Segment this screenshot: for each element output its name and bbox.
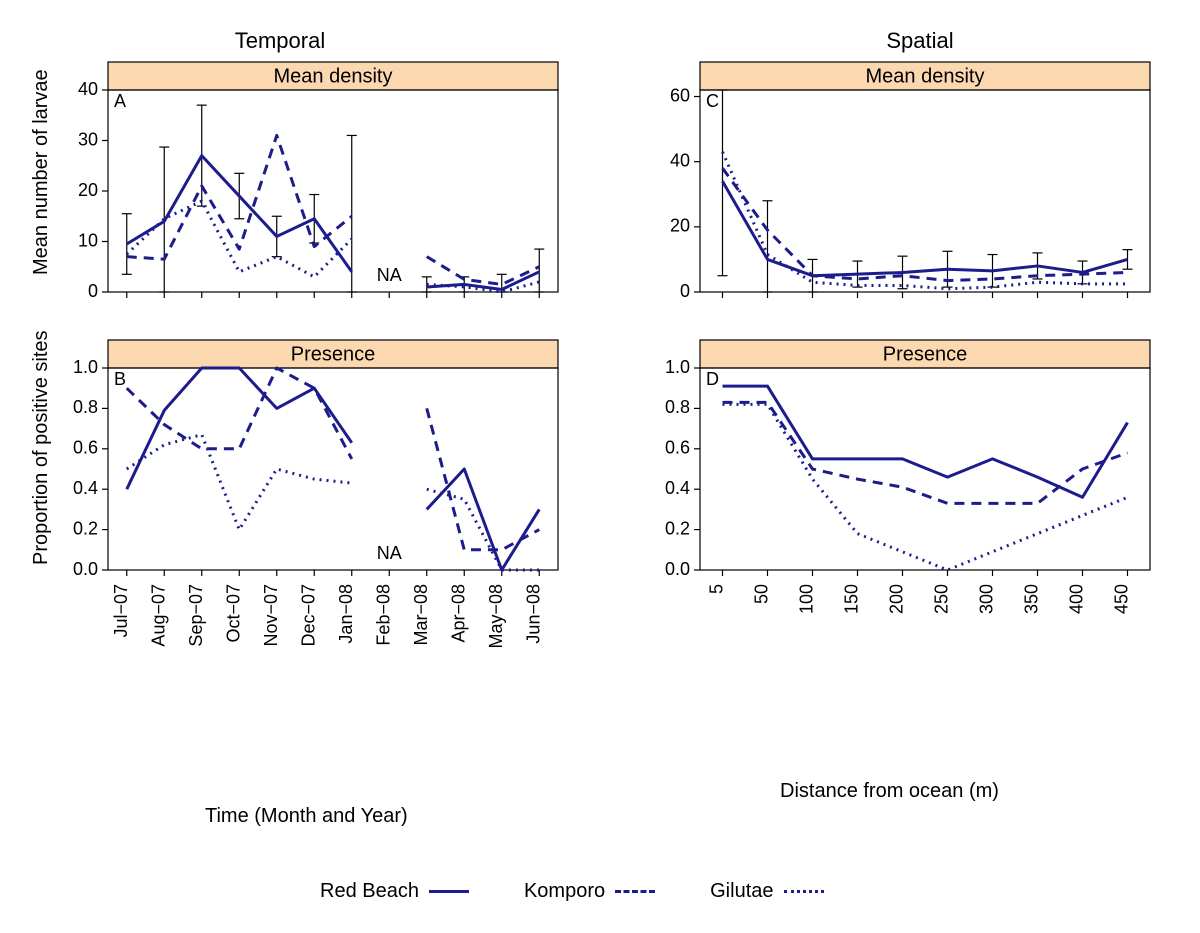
- svg-text:20: 20: [670, 216, 690, 236]
- svg-text:NA: NA: [377, 265, 402, 285]
- svg-text:0.8: 0.8: [73, 397, 98, 417]
- svg-text:0.0: 0.0: [73, 559, 98, 579]
- svg-text:Aug−07: Aug−07: [148, 584, 168, 647]
- svg-text:A: A: [114, 91, 126, 111]
- svg-text:60: 60: [670, 85, 690, 105]
- svg-text:1.0: 1.0: [665, 357, 690, 377]
- svg-text:150: 150: [842, 584, 862, 614]
- panel-D: Presence D 0.0 0.2 0.4 0.6 0.8 1.0 5 50 100 150 200 2…: [665, 340, 1150, 614]
- svg-text:40: 40: [670, 150, 690, 170]
- svg-text:200: 200: [887, 584, 907, 614]
- svg-text:Feb−08: Feb−08: [373, 584, 393, 646]
- svg-text:Jun−08: Jun−08: [523, 584, 543, 644]
- svg-text:May−08: May−08: [486, 584, 506, 649]
- svg-text:0.6: 0.6: [665, 438, 690, 458]
- svg-text:0.6: 0.6: [73, 438, 98, 458]
- svg-text:Jul−07: Jul−07: [111, 584, 131, 638]
- figure-root: Temporal Spatial Mean number of larvae P…: [0, 0, 1200, 933]
- svg-text:40: 40: [78, 79, 98, 99]
- svg-text:Nov−07: Nov−07: [261, 584, 281, 647]
- legend: Red Beach Komporo Gilutae: [320, 880, 824, 903]
- svg-text:1.0: 1.0: [73, 357, 98, 377]
- svg-text:D: D: [706, 369, 719, 389]
- legend-line-solid: [429, 890, 469, 893]
- svg-text:10: 10: [78, 230, 98, 250]
- svg-text:30: 30: [78, 129, 98, 149]
- svg-text:0.2: 0.2: [665, 518, 690, 538]
- svg-text:0: 0: [680, 281, 690, 301]
- svg-text:250: 250: [932, 584, 952, 614]
- svg-text:0.8: 0.8: [665, 397, 690, 417]
- svg-text:Oct−07: Oct−07: [223, 584, 243, 643]
- svg-text:Dec−07: Dec−07: [298, 584, 318, 647]
- legend-label-gilutae: Gilutae: [710, 880, 773, 903]
- legend-item-redbeach: Red Beach: [320, 880, 469, 903]
- legend-item-gilutae: Gilutae: [710, 880, 823, 903]
- svg-text:100: 100: [797, 584, 817, 614]
- panel-A: Mean density A 0 10 20 30 40 NA: [78, 62, 558, 301]
- svg-text:450: 450: [1112, 584, 1132, 614]
- legend-line-dotted: [784, 890, 824, 893]
- panel-C: Mean density C 0 20 40 60: [670, 62, 1150, 301]
- svg-text:0: 0: [88, 281, 98, 301]
- svg-text:0.4: 0.4: [665, 478, 690, 498]
- svg-text:50: 50: [752, 584, 772, 604]
- svg-text:0.4: 0.4: [73, 478, 98, 498]
- svg-text:400: 400: [1067, 584, 1087, 614]
- legend-label-komporo: Komporo: [524, 880, 605, 903]
- svg-text:C: C: [706, 91, 719, 111]
- svg-text:Apr−08: Apr−08: [448, 584, 468, 643]
- svg-text:0.2: 0.2: [73, 518, 98, 538]
- legend-label-redbeach: Red Beach: [320, 880, 419, 903]
- svg-text:0.0: 0.0: [665, 559, 690, 579]
- svg-text:NA: NA: [377, 543, 402, 563]
- svg-text:350: 350: [1022, 584, 1042, 614]
- svg-text:Mar−08: Mar−08: [411, 584, 431, 646]
- svg-text:B: B: [114, 369, 126, 389]
- legend-item-komporo: Komporo: [524, 880, 655, 903]
- svg-text:Sep−07: Sep−07: [186, 584, 206, 647]
- svg-text:Mean density: Mean density: [274, 65, 393, 87]
- panels-svg: Mean density A 0 10 20 30 40 NA Presence B 0.0 0.2 0…: [0, 0, 1200, 933]
- svg-text:20: 20: [78, 180, 98, 200]
- svg-text:Presence: Presence: [291, 343, 376, 365]
- svg-text:300: 300: [977, 584, 997, 614]
- svg-text:Jan−08: Jan−08: [336, 584, 356, 644]
- svg-text:Presence: Presence: [883, 343, 968, 365]
- svg-text:5: 5: [707, 584, 727, 594]
- legend-line-dashed: [615, 890, 655, 893]
- svg-text:Mean density: Mean density: [866, 65, 985, 87]
- panel-B: Presence B 0.0 0.2 0.4 0.6 0.8 1.0 Jul−07 Aug−07 S…: [73, 340, 558, 649]
